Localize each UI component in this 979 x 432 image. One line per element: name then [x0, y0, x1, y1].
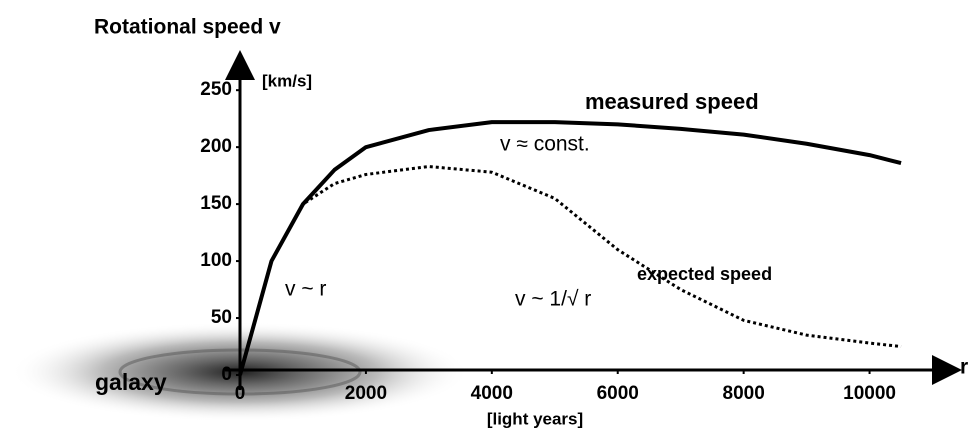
- x-axis-label: r: [960, 356, 968, 379]
- y-tick-label: 250: [200, 79, 232, 100]
- galaxy-label: galaxy: [95, 369, 167, 395]
- x-tick-label: 0: [235, 383, 246, 404]
- annotation: v ~ r: [285, 278, 326, 301]
- x-unit: [light years]: [487, 409, 583, 428]
- y-tick-label: 100: [200, 250, 232, 271]
- x-tick-label: 10000: [843, 383, 896, 404]
- x-tick-label: 2000: [345, 383, 387, 404]
- y-tick-label: 50: [211, 307, 232, 328]
- x-tick-label: 4000: [471, 383, 513, 404]
- legend-label: expected speed: [637, 264, 772, 284]
- y-tick-label: 200: [200, 136, 232, 157]
- legend-label: measured speed: [585, 89, 759, 114]
- x-tick-label: 8000: [723, 383, 765, 404]
- y-tick-label: 0: [221, 364, 232, 385]
- annotation: v ~ 1/√ r: [515, 288, 591, 311]
- y-tick-label: 150: [200, 193, 232, 214]
- annotation: v ≈ const.: [500, 133, 590, 156]
- x-tick-label: 6000: [597, 383, 639, 404]
- y-unit: [km/s]: [262, 71, 312, 90]
- chart: Rotational speed v [km/s] r [light years…: [0, 0, 979, 432]
- chart-title: Rotational speed v: [94, 16, 281, 39]
